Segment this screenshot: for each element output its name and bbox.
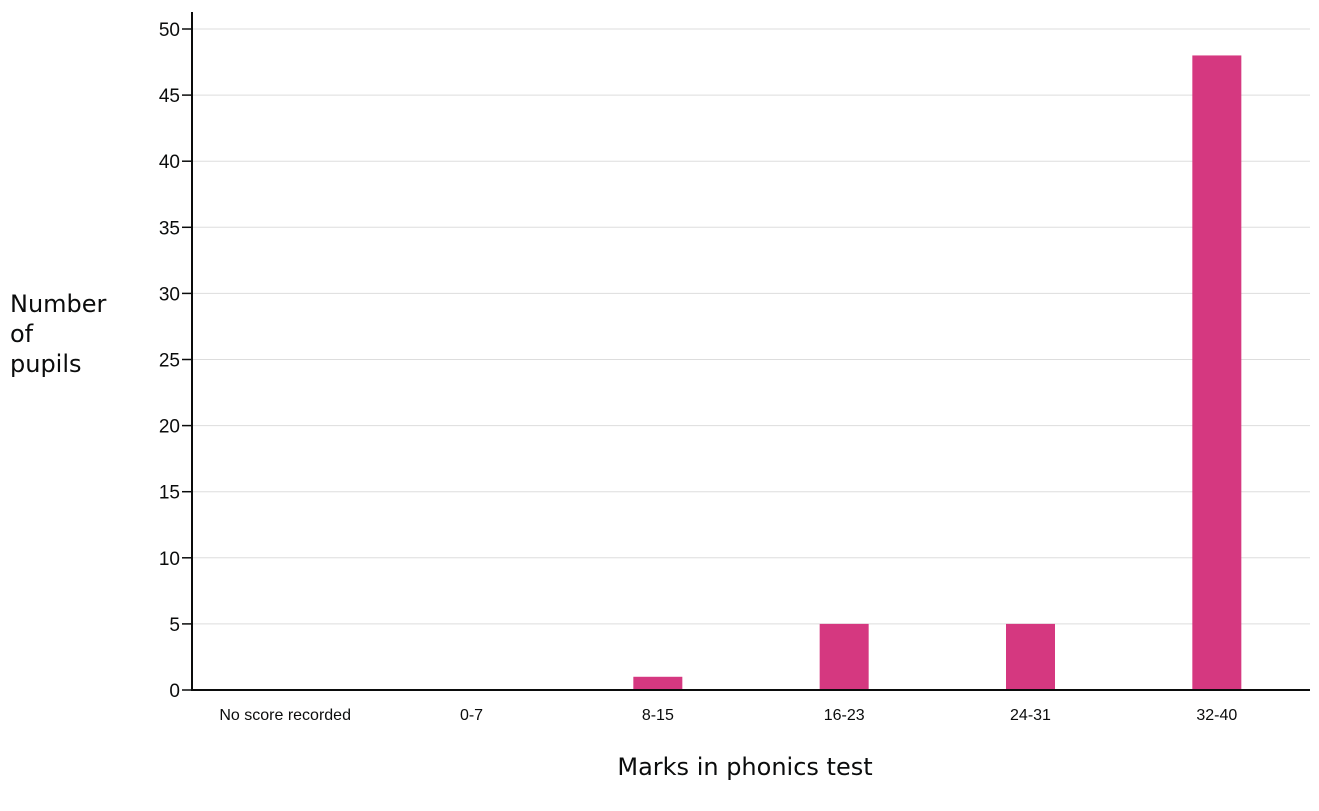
y-axis-ticks: 0 5 10 15 20 25 30 35 40 45 50 bbox=[159, 20, 192, 702]
bar-32-40 bbox=[1192, 55, 1242, 690]
y-tick-label-15: 15 bbox=[159, 483, 180, 504]
x-axis-title: Marks in phonics test bbox=[617, 753, 872, 781]
y-tick-label-20: 20 bbox=[159, 417, 180, 438]
y-tick-label-0: 0 bbox=[169, 681, 180, 702]
x-tick-label-16-23: 16-23 bbox=[824, 707, 865, 724]
y-tick-label-30: 30 bbox=[159, 284, 180, 305]
x-tick-label-8-15: 8-15 bbox=[642, 707, 674, 724]
y-axis-title: Number of pupils bbox=[10, 290, 114, 378]
bar-24-31 bbox=[1006, 623, 1055, 690]
x-tick-label-32-40: 32-40 bbox=[1196, 707, 1237, 724]
y-tick-label-45: 45 bbox=[159, 86, 180, 107]
x-tick-label-0-7: 0-7 bbox=[460, 707, 483, 724]
y-tick-label-10: 10 bbox=[159, 549, 180, 570]
y-axis-title-line-1: Number bbox=[10, 290, 107, 318]
x-tick-label-24-31: 24-31 bbox=[1010, 707, 1051, 724]
bar-8-15 bbox=[633, 676, 683, 690]
bars bbox=[633, 55, 1242, 690]
axes bbox=[191, 12, 1310, 691]
x-tick-label-no-score-recorded: No score recorded bbox=[219, 707, 351, 724]
bar-16-23 bbox=[819, 623, 869, 690]
y-axis-title-line-3: pupils bbox=[10, 350, 82, 378]
y-tick-label-40: 40 bbox=[159, 152, 180, 173]
y-tick-label-35: 35 bbox=[159, 218, 180, 239]
y-axis-title-line-2: of bbox=[10, 320, 34, 348]
x-axis-ticks: No score recorded 0-7 8-15 16-23 24-31 32-40 bbox=[219, 707, 1237, 724]
gridlines bbox=[192, 28, 1310, 625]
y-tick-label-50: 50 bbox=[159, 20, 180, 41]
y-tick-label-25: 25 bbox=[159, 351, 180, 372]
y-tick-label-5: 5 bbox=[169, 615, 180, 636]
